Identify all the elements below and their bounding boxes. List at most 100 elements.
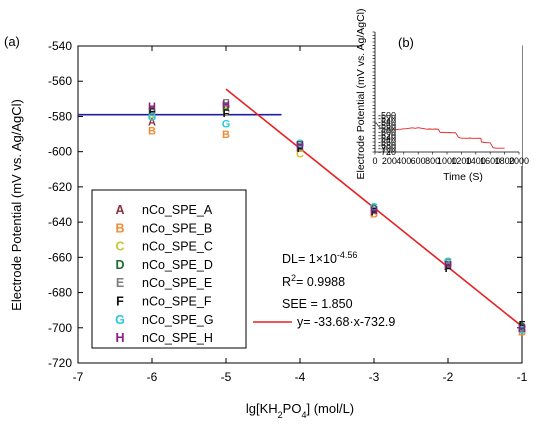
inset-x-tick-label: 2000 <box>509 156 529 166</box>
main-x-tick-label: -6 <box>147 370 158 384</box>
reference-lines <box>78 88 523 328</box>
data-point-f: F <box>445 263 452 275</box>
main-x-tick-label: -4 <box>295 370 306 384</box>
legend-marker: B <box>115 221 124 235</box>
inset-x-tick-label: 800 <box>425 156 440 166</box>
inset-y-tick-label: -580 <box>378 124 396 134</box>
inset-y-tick-label: -660 <box>378 137 396 147</box>
main-y-axis: -540-560-580-600-620-640-660-680-700-720 <box>48 39 522 370</box>
main-y-axis-label: Electrode Potential (mV vs. Ag/AgCl) <box>9 99 24 311</box>
main-y-tick-label: -640 <box>48 215 72 229</box>
legend-label: nCo_SPE_H <box>142 331 213 345</box>
main-y-tick-label: -620 <box>48 180 72 194</box>
legend-marker: C <box>115 240 124 254</box>
inset-y-tick-label: -600 <box>378 127 396 137</box>
legend-marker: G <box>115 313 125 327</box>
data-point-a: A <box>370 207 378 219</box>
see-label: SEE = 1.850 <box>282 297 353 311</box>
inset-y-tick-label: -720 <box>378 147 396 157</box>
inset-y-axis-label: Electrode Potential (mV vs. Ag/AgCl) <box>355 9 367 180</box>
data-point-h: H <box>518 323 526 335</box>
inset-x-tick-label: 1600 <box>480 156 500 166</box>
legend-marker: D <box>115 258 124 272</box>
data-point-e: E <box>518 323 525 335</box>
legend-label: nCo_SPE_E <box>142 276 212 290</box>
data-point-d: D <box>296 140 304 152</box>
data-point-c: C <box>296 148 304 160</box>
inset-x-tick-label: 1800 <box>495 156 515 166</box>
data-point-c: C <box>518 325 526 337</box>
data-point-f: F <box>519 319 526 331</box>
detection-limit-label: DL= 1×10-4.56 <box>282 250 357 266</box>
data-point-f: F <box>223 108 230 120</box>
fit-legend-label: y= -33.68·x-732.9 <box>297 315 395 329</box>
inset-series-line-0 <box>374 122 396 131</box>
panel-label-a: (a) <box>4 34 20 49</box>
inset-y-tick-label: -640 <box>378 134 396 144</box>
inset-x-tick-label: 1200 <box>451 156 471 166</box>
data-point-a: A <box>518 323 526 335</box>
main-y-tick-label: -560 <box>48 74 72 88</box>
legend-label: nCo_SPE_D <box>142 258 213 272</box>
data-point-g: G <box>444 256 453 268</box>
data-point-c: C <box>222 106 230 118</box>
data-point-c: C <box>148 110 156 122</box>
data-point-g: G <box>222 118 231 130</box>
main-y-tick-label: -660 <box>48 250 72 264</box>
data-point-g: G <box>518 325 527 337</box>
data-point-h: H <box>296 140 304 152</box>
data-point-d: D <box>518 321 526 333</box>
data-point-b: B <box>148 126 156 138</box>
data-point-c: C <box>444 258 452 270</box>
data-point-h: H <box>370 205 378 217</box>
data-point-a: A <box>148 117 156 129</box>
main-x-tick-label: -5 <box>221 370 232 384</box>
data-point-d: D <box>370 203 378 215</box>
main-y-tick-label: -600 <box>48 145 72 159</box>
inset-series <box>374 122 505 149</box>
data-point-c: C <box>370 205 378 217</box>
legend-label: nCo_SPE_C <box>142 240 213 254</box>
main-x-tick-label: -3 <box>369 370 380 384</box>
data-point-e: E <box>296 141 303 153</box>
legend-label: nCo_SPE_A <box>142 203 213 217</box>
data-point-f: F <box>297 143 304 155</box>
data-point-e: E <box>370 205 377 217</box>
main-y-tick-label: -720 <box>48 356 72 370</box>
data-point-h: H <box>444 259 452 271</box>
data-point-g: G <box>148 111 157 123</box>
data-point-d: D <box>222 101 230 113</box>
data-point-a: A <box>296 141 304 153</box>
inset-series-line-1 <box>395 127 505 149</box>
inset-y-tick-label: -540 <box>378 117 396 127</box>
legend-label: nCo_SPE_F <box>142 295 212 309</box>
inset-x-tick-label: 600 <box>411 156 426 166</box>
inset-x-tick-label: 1000 <box>437 156 457 166</box>
inset-y-tick-label: -560 <box>378 120 396 130</box>
main-x-axis: -7 -6 -5 -4 -3 -2 -1 <box>73 46 528 384</box>
data-point-e: E <box>222 97 229 109</box>
legend-box <box>91 189 247 349</box>
data-point-h: H <box>222 99 230 111</box>
data-point-g: G <box>296 138 305 150</box>
data-point-h: H <box>148 101 156 113</box>
main-x-tick-label: -2 <box>443 370 454 384</box>
inset-y-tick-label: -620 <box>378 130 396 140</box>
inset-x-tick-label: 400 <box>396 156 411 166</box>
data-point-a: A <box>222 103 230 115</box>
inset-y-tick-label: -700 <box>378 144 396 154</box>
data-point-b: B <box>222 129 230 141</box>
legend-marker: E <box>116 276 124 290</box>
data-point-g: G <box>370 201 379 213</box>
legend-marker: A <box>115 203 124 217</box>
linear-fit-line <box>225 88 523 328</box>
data-point-e: E <box>444 258 451 270</box>
r-squared-label: R2= 0.9988 <box>282 273 345 289</box>
data-point-f: F <box>371 207 378 219</box>
data-point-b: B <box>370 208 378 220</box>
inset-x-tick-label: 200 <box>382 156 397 166</box>
